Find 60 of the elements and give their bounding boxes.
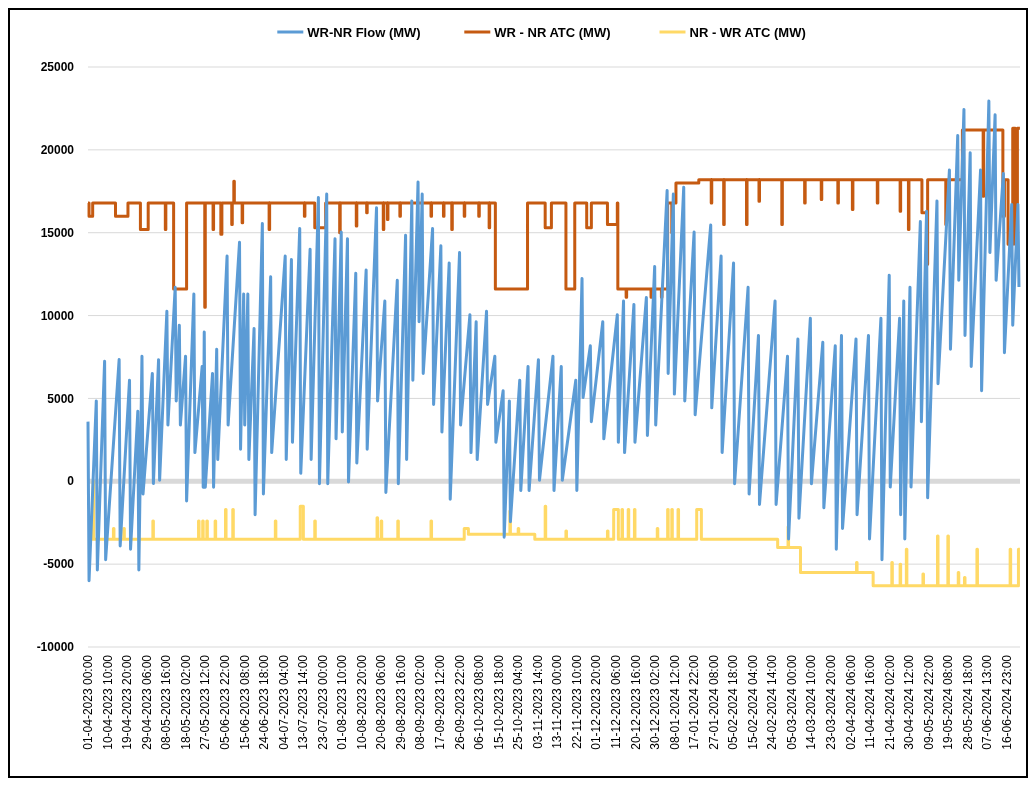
y-tick-label: -10000 bbox=[36, 640, 75, 655]
x-tick-label: 10-08-2023 20:00 bbox=[354, 654, 369, 750]
x-tick-label: 15-06-2023 08:00 bbox=[237, 654, 252, 750]
x-tick-label: 03-11-2023 14:00 bbox=[530, 654, 545, 749]
x-tick-label: 01-08-2023 10:00 bbox=[335, 654, 350, 750]
x-tick-label: 27-05-2023 12:00 bbox=[198, 654, 213, 750]
x-tick-label: 24-02-2024 14:00 bbox=[765, 654, 780, 750]
legend-label: NR - WR ATC (MW) bbox=[689, 24, 806, 40]
x-tick-label: 23-07-2023 00:00 bbox=[315, 654, 330, 750]
x-tick-label: 19-04-2023 20:00 bbox=[120, 654, 135, 750]
x-tick-label: 18-05-2023 02:00 bbox=[178, 654, 193, 750]
x-tick-label: 05-03-2024 00:00 bbox=[784, 654, 799, 750]
x-tick-label: 29-08-2023 16:00 bbox=[393, 654, 408, 750]
x-tick-label: 05-06-2023 22:00 bbox=[218, 654, 233, 750]
x-tick-label: 21-04-2024 02:00 bbox=[882, 654, 897, 750]
y-tick-label: -5000 bbox=[43, 557, 75, 572]
x-tick-label: 20-08-2023 06:00 bbox=[374, 654, 389, 750]
y-tick-label: 5000 bbox=[47, 391, 75, 406]
x-tick-label: 17-09-2023 12:00 bbox=[433, 654, 448, 750]
x-tick-label: 01-12-2023 20:00 bbox=[589, 654, 604, 750]
x-tick-label: 22-11-2023 10:00 bbox=[569, 654, 584, 749]
x-tick-label: 13-11-2023 00:00 bbox=[550, 654, 565, 749]
x-tick-label: 19-05-2024 08:00 bbox=[941, 654, 956, 750]
legend-label: WR-NR Flow (MW) bbox=[307, 24, 421, 40]
y-tick-label: 0 bbox=[67, 474, 75, 489]
x-tick-label: 16-06-2024 23:00 bbox=[999, 654, 1014, 750]
x-tick-label: 30-12-2023 02:00 bbox=[648, 654, 663, 750]
x-tick-label: 20-12-2023 16:00 bbox=[628, 654, 643, 750]
x-tick-label: 15-02-2024 04:00 bbox=[745, 654, 760, 750]
x-tick-label: 04-07-2023 04:00 bbox=[276, 654, 291, 750]
x-tick-label: 30-04-2024 12:00 bbox=[902, 654, 917, 750]
legend-label: WR - NR ATC (MW) bbox=[494, 24, 611, 40]
x-tick-label: 26-09-2023 22:00 bbox=[452, 654, 467, 750]
x-tick-label: 08-01-2024 12:00 bbox=[667, 654, 682, 750]
x-tick-label: 07-06-2024 13:00 bbox=[980, 654, 995, 750]
y-tick-label: 25000 bbox=[40, 60, 75, 75]
x-tick-label: 13-07-2023 14:00 bbox=[296, 654, 311, 750]
x-tick-label: 24-06-2023 18:00 bbox=[257, 654, 272, 750]
x-tick-label: 09-05-2024 22:00 bbox=[921, 654, 936, 750]
x-tick-label: 05-02-2024 18:00 bbox=[726, 654, 741, 750]
line-series bbox=[86, 99, 1021, 583]
x-tick-label: 28-05-2024 18:00 bbox=[960, 654, 975, 750]
x-tick-label: 15-10-2023 18:00 bbox=[491, 654, 506, 750]
x-tick-label: 25-10-2023 04:00 bbox=[511, 654, 526, 750]
x-tick-label: 08-09-2023 02:00 bbox=[413, 654, 428, 750]
x-tick-label: 29-04-2023 06:00 bbox=[139, 654, 154, 750]
x-tick-label: 17-01-2024 22:00 bbox=[687, 654, 702, 750]
x-tick-label: 27-01-2024 08:00 bbox=[706, 654, 721, 750]
x-tick-label: 14-03-2024 10:00 bbox=[804, 654, 819, 750]
x-tick-label: 23-03-2024 20:00 bbox=[823, 654, 838, 750]
x-tick-label: 08-05-2023 16:00 bbox=[159, 654, 174, 750]
x-tick-label: 06-10-2023 08:00 bbox=[472, 654, 487, 750]
x-tick-label: 01-04-2023 00:00 bbox=[81, 654, 96, 750]
y-tick-label: 20000 bbox=[40, 143, 75, 158]
x-tick-label: 11-04-2024 16:00 bbox=[863, 654, 878, 749]
x-tick-label: 02-04-2024 06:00 bbox=[843, 654, 858, 750]
x-tick-label: 10-04-2023 10:00 bbox=[100, 654, 115, 750]
x-tick-label: 11-12-2023 06:00 bbox=[608, 654, 623, 749]
y-tick-label: 15000 bbox=[40, 225, 75, 240]
y-tick-label: 10000 bbox=[40, 308, 75, 323]
